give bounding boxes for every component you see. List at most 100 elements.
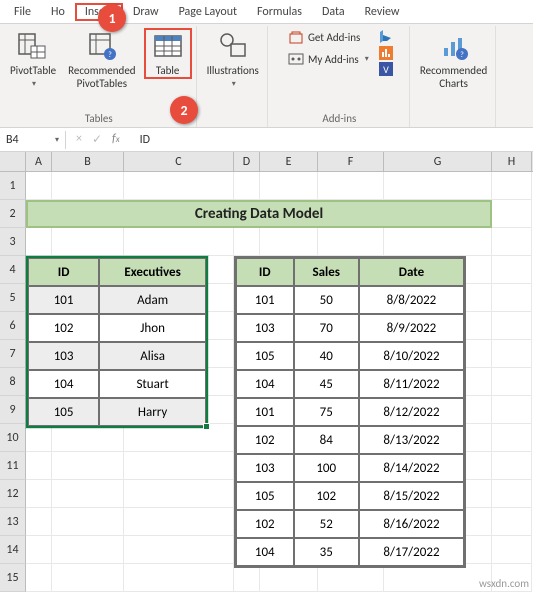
table-cell[interactable]: Stuart [99, 370, 206, 398]
selection-handle[interactable] [203, 423, 210, 430]
row-header[interactable]: 13 [0, 508, 26, 536]
name-box[interactable]: B4 ▾ [0, 131, 66, 149]
table-cell[interactable]: 102 [236, 426, 294, 454]
cell[interactable] [492, 396, 532, 424]
table-cell[interactable]: 8/11/2022 [359, 370, 464, 398]
table-cell[interactable]: 103 [236, 314, 294, 342]
cell[interactable] [124, 452, 234, 480]
cell[interactable] [52, 424, 124, 452]
table-cell[interactable]: 102 [236, 510, 294, 538]
cell[interactable] [260, 564, 318, 592]
menu-home[interactable]: Ho [41, 3, 75, 21]
table-cell[interactable]: 75 [294, 398, 359, 426]
row-header[interactable]: 14 [0, 536, 26, 564]
cell[interactable] [318, 564, 384, 592]
cell[interactable] [492, 508, 532, 536]
cell[interactable] [492, 480, 532, 508]
illustrations-button[interactable]: Illustrations ▾ [203, 28, 263, 91]
row-header[interactable]: 7 [0, 340, 26, 368]
table-cell[interactable]: 101 [236, 286, 294, 314]
cell[interactable] [492, 424, 532, 452]
recommended-charts-button[interactable]: ? Recommended Charts [416, 28, 491, 92]
table-cell[interactable]: 8/10/2022 [359, 342, 464, 370]
row-header[interactable]: 4 [0, 256, 26, 284]
table-cell[interactable]: 105 [236, 342, 294, 370]
table-executives[interactable]: IDExecutives101Adam102Jhon103Alisa104Stu… [26, 256, 208, 428]
cell[interactable] [26, 424, 52, 452]
row-header[interactable]: 1 [0, 172, 26, 200]
cell[interactable] [124, 508, 234, 536]
cell[interactable] [26, 564, 52, 592]
menu-data[interactable]: Data [312, 3, 355, 21]
cell[interactable] [384, 228, 492, 256]
row-header[interactable]: 6 [0, 312, 26, 340]
menu-file[interactable]: File [4, 3, 41, 21]
visio-icon[interactable]: V [377, 60, 393, 76]
table-cell[interactable]: Alisa [99, 342, 206, 370]
table-cell[interactable]: 8/16/2022 [359, 510, 464, 538]
col-header[interactable]: C [124, 152, 234, 171]
cell[interactable] [492, 256, 532, 284]
recommended-pivot-button[interactable]: ? Recommended PivotTables [64, 28, 139, 92]
cell[interactable] [234, 172, 260, 200]
cell[interactable] [492, 452, 532, 480]
cell[interactable] [318, 172, 384, 200]
table-cell[interactable]: 40 [294, 342, 359, 370]
cell[interactable] [318, 228, 384, 256]
cell[interactable] [52, 536, 124, 564]
table-cell[interactable]: 101 [236, 398, 294, 426]
table-cell[interactable]: 100 [294, 454, 359, 482]
row-header[interactable]: 8 [0, 368, 26, 396]
my-addins-button[interactable]: My Add-ins ▾ [286, 50, 371, 68]
table-cell[interactable]: 103 [236, 454, 294, 482]
table-cell[interactable]: 52 [294, 510, 359, 538]
row-header[interactable]: 5 [0, 284, 26, 312]
cancel-icon[interactable]: × [76, 132, 82, 147]
cell[interactable] [26, 228, 52, 256]
table-cell[interactable]: 8/13/2022 [359, 426, 464, 454]
table-cell[interactable]: 8/17/2022 [359, 538, 464, 566]
table-cell[interactable]: 102 [294, 482, 359, 510]
cell[interactable] [234, 564, 260, 592]
cell[interactable] [52, 452, 124, 480]
table-cell[interactable]: Harry [99, 398, 206, 426]
bing-maps-icon[interactable] [377, 28, 393, 44]
worksheet-grid[interactable]: 123456789101112131415 Creating Data Mode… [0, 172, 533, 592]
cell[interactable] [384, 172, 492, 200]
table-cell[interactable]: 50 [294, 286, 359, 314]
col-header[interactable]: D [234, 152, 260, 171]
cell[interactable] [260, 228, 318, 256]
cell[interactable] [492, 340, 532, 368]
table-cell[interactable]: 105 [236, 482, 294, 510]
cell[interactable] [492, 536, 532, 564]
cell[interactable] [26, 480, 52, 508]
row-header[interactable]: 9 [0, 396, 26, 424]
cell[interactable] [26, 452, 52, 480]
cell[interactable] [26, 172, 52, 200]
cell[interactable] [124, 564, 234, 592]
col-header[interactable]: B [52, 152, 124, 171]
table-cell[interactable]: 45 [294, 370, 359, 398]
cell[interactable] [52, 480, 124, 508]
col-header[interactable]: A [26, 152, 52, 171]
pivottable-button[interactable]: PivotTable ▾ [6, 28, 60, 91]
cell[interactable] [52, 172, 124, 200]
table-cell[interactable]: Adam [99, 286, 206, 314]
table-cell[interactable]: 103 [28, 342, 99, 370]
col-header[interactable]: G [384, 152, 492, 171]
menu-draw[interactable]: Draw [123, 3, 169, 21]
fx-icon[interactable]: fx [112, 132, 120, 147]
table-cell[interactable]: 8/15/2022 [359, 482, 464, 510]
table-cell[interactable]: 104 [236, 538, 294, 566]
row-header[interactable]: 12 [0, 480, 26, 508]
cell[interactable] [124, 480, 234, 508]
row-header[interactable]: 15 [0, 564, 26, 592]
menu-formulas[interactable]: Formulas [247, 3, 312, 21]
col-header[interactable]: F [318, 152, 384, 171]
cell[interactable] [492, 200, 532, 228]
menu-pagelayout[interactable]: Page Layout [169, 3, 247, 21]
table-button[interactable]: Table [144, 28, 192, 79]
row-header[interactable]: 11 [0, 452, 26, 480]
cell[interactable] [124, 536, 234, 564]
cell[interactable] [492, 284, 532, 312]
